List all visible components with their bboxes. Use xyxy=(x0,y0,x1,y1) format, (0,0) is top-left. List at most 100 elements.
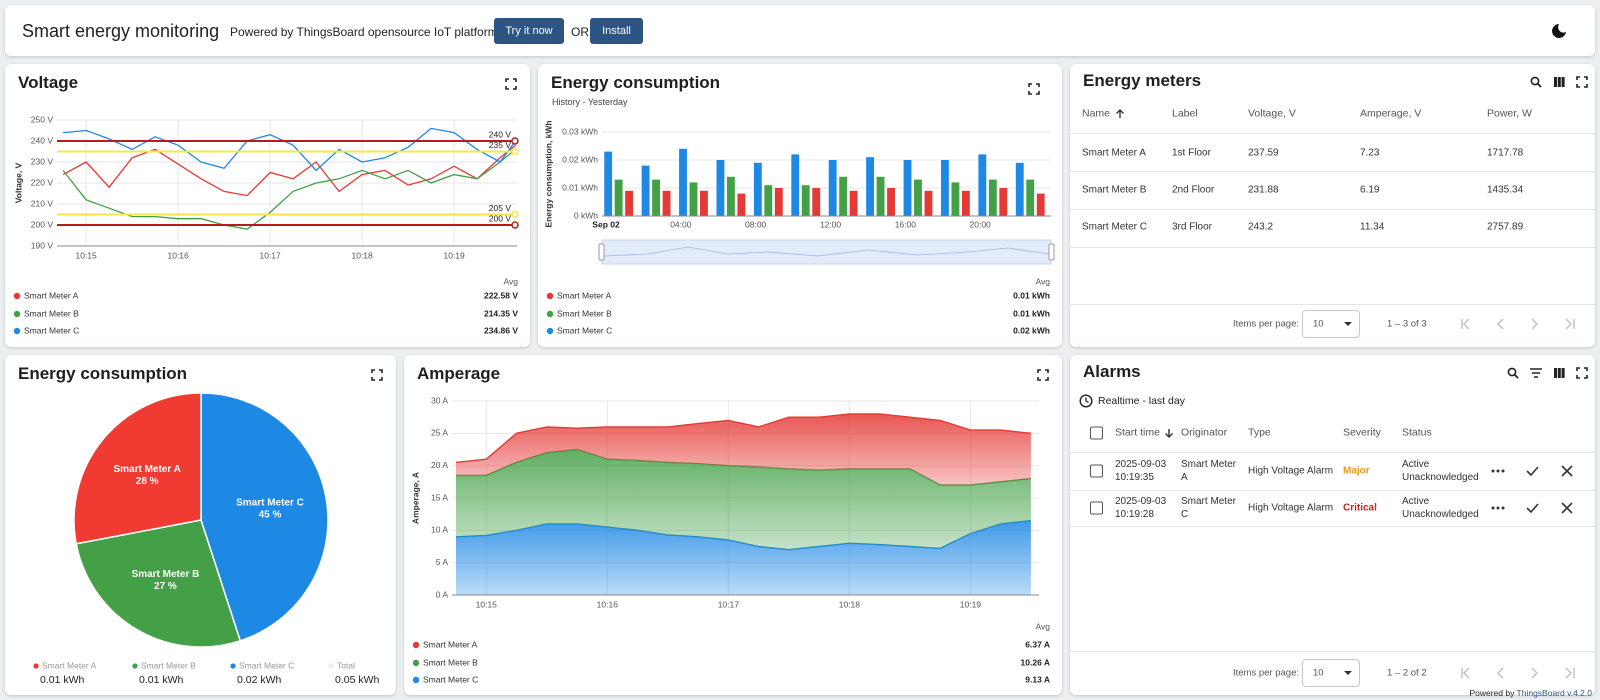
table-cell: 1717.78 xyxy=(1487,147,1524,159)
sort-arrow[interactable] xyxy=(1115,109,1125,119)
row-actions[interactable] xyxy=(1490,501,1580,515)
column-header[interactable]: Start time xyxy=(1115,426,1160,439)
table-cell: 2nd Floor xyxy=(1172,184,1215,196)
widget-subtitle: History - Yesterday xyxy=(552,97,628,107)
slider-preview xyxy=(603,246,1050,257)
line xyxy=(62,144,516,197)
fullscreen-button[interactable] xyxy=(1028,83,1040,95)
legend-header: Avg xyxy=(504,276,519,286)
bar xyxy=(988,179,997,216)
pie-slice xyxy=(75,519,242,648)
columns-button[interactable] xyxy=(1553,367,1565,379)
pager-buttons[interactable] xyxy=(1460,318,1585,330)
fullscreen-button[interactable] xyxy=(1037,369,1049,381)
row-checkbox[interactable] xyxy=(1090,464,1103,478)
legend-swatch xyxy=(412,659,420,667)
table-cell: Critical xyxy=(1343,502,1377,514)
table-cell: 1435.34 xyxy=(1487,184,1524,196)
try-button[interactable]: Try it now xyxy=(494,18,564,44)
bar xyxy=(753,162,762,216)
row-divider xyxy=(1070,171,1595,172)
bar xyxy=(716,160,725,216)
widget-title: Alarms xyxy=(1083,362,1141,381)
legend-label: Smart Meter B xyxy=(24,308,79,318)
slice-label: Smart Meter B xyxy=(132,569,200,580)
table-cell: Active Unacknowledged xyxy=(1402,459,1479,483)
y-axis-label: Voltage, V xyxy=(13,162,23,203)
fullscreen-button[interactable] xyxy=(1576,76,1588,88)
threshold-label: 205 V xyxy=(489,203,512,213)
column-header: Power, W xyxy=(1487,107,1532,120)
legend-header: Avg xyxy=(1036,276,1051,286)
y-tick-label: 0.01 kWh xyxy=(562,182,598,192)
slider-handle[interactable] xyxy=(598,243,605,261)
row-divider xyxy=(1070,247,1595,248)
area xyxy=(456,520,1031,595)
row-actions[interactable] xyxy=(1490,464,1580,478)
y-tick-label: 0.03 kWh xyxy=(562,126,598,136)
y-tick-label: 190 V xyxy=(31,240,54,250)
legend-label: Smart Meter C xyxy=(423,674,478,684)
legend-label: Smart Meter B xyxy=(141,660,196,670)
legend-value: 9.13 A xyxy=(1025,674,1050,684)
table-cell: Smart Meter C xyxy=(1181,496,1237,520)
columns-button[interactable] xyxy=(1553,76,1565,88)
pager-buttons[interactable] xyxy=(1460,667,1585,679)
timewindow[interactable]: Realtime - last day xyxy=(1098,395,1185,407)
threshold-label: 240 V xyxy=(489,129,512,139)
bar xyxy=(951,182,960,216)
column-header: Severity xyxy=(1343,426,1381,439)
line xyxy=(62,148,516,230)
widget-title: Voltage xyxy=(18,73,79,92)
dark-mode-toggle[interactable] xyxy=(1550,22,1568,40)
fullscreen-button[interactable] xyxy=(371,369,383,381)
bar xyxy=(940,160,949,216)
fullscreen-button[interactable] xyxy=(505,78,517,90)
bar xyxy=(700,190,708,216)
slice-value: 27 % xyxy=(154,581,177,592)
legend-swatch xyxy=(546,327,554,335)
widget-title: Energy consumption xyxy=(18,364,188,383)
legend-header: Avg xyxy=(1036,621,1051,631)
threshold-marker xyxy=(511,221,519,229)
x-tick-label: 04:00 xyxy=(670,219,692,229)
search-button[interactable] xyxy=(1530,76,1542,88)
footer-link[interactable]: ThingsBoard v.4.2.0 xyxy=(1516,688,1592,698)
x-tick-label: 20:00 xyxy=(970,219,992,229)
legend-label: Smart Meter B xyxy=(423,657,478,667)
select-all-checkbox[interactable] xyxy=(1090,426,1103,440)
dropdown-arrow xyxy=(1344,671,1352,675)
fullscreen-button[interactable] xyxy=(1576,367,1588,379)
table-cell: Smart Meter C xyxy=(1082,221,1148,233)
bar xyxy=(662,190,671,216)
clock-icon[interactable] xyxy=(1079,394,1093,408)
legend-label: Smart Meter A xyxy=(557,290,612,300)
amperage-chart: 0 A 5 A 10 A 15 A 20 A 25 A 30 A Amperage, A 10:… xyxy=(410,395,1051,684)
filter-button[interactable] xyxy=(1530,367,1542,379)
amperage-widget: 0 A 5 A 10 A 15 A 20 A 25 A 30 A Amperage, A 10:… xyxy=(404,355,1062,695)
y-tick-label: 0 A xyxy=(436,589,449,599)
page-size-select[interactable]: 10 xyxy=(1302,659,1360,687)
table-cell: 11.34 xyxy=(1360,221,1385,233)
bar xyxy=(876,176,885,216)
bar xyxy=(866,157,875,216)
energy-bar-chart: 0 kWh 0.01 kWh 0.02 kWh 0.03 kWh Energy cons… xyxy=(543,120,1055,335)
slider-handle[interactable] xyxy=(1048,243,1055,261)
page-range: 1 – 2 of 2 xyxy=(1387,667,1427,679)
column-header: Amperage, V xyxy=(1360,107,1422,120)
items-per-page-label: Items per page: xyxy=(1233,667,1300,679)
sort-arrow[interactable] xyxy=(1164,428,1174,438)
bar xyxy=(764,185,773,216)
range-slider[interactable] xyxy=(601,239,1052,265)
row-checkbox[interactable] xyxy=(1090,501,1103,515)
bar xyxy=(999,188,1008,216)
install-button[interactable]: Install xyxy=(590,18,643,44)
table-cell: 3rd Floor xyxy=(1172,221,1213,233)
table-cell: High Voltage Alarm xyxy=(1248,465,1334,477)
page-size-select[interactable]: 10 xyxy=(1302,310,1360,338)
search-button[interactable] xyxy=(1507,367,1519,379)
y-tick-label: 5 A xyxy=(436,557,449,567)
bar xyxy=(737,193,746,216)
column-header[interactable]: Name xyxy=(1082,107,1111,120)
